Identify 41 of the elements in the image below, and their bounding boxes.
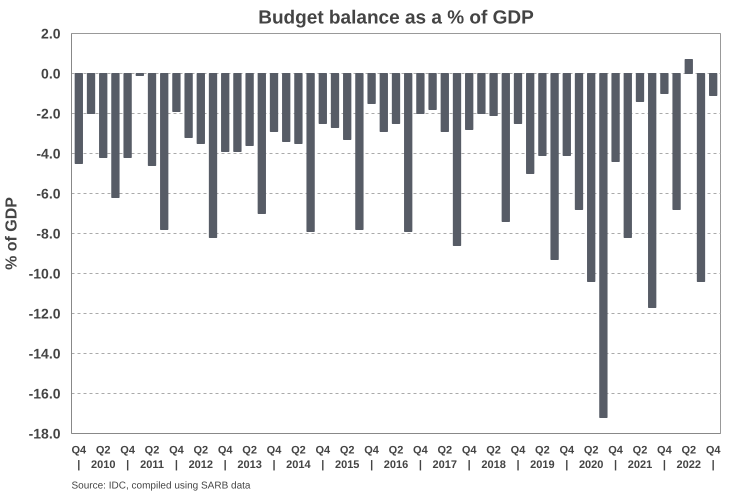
y-tick-label: -2.0 <box>36 106 61 122</box>
x-tick-label: Q4 | <box>706 444 722 471</box>
x-tick-label: Q2 2019 <box>530 444 555 471</box>
x-tick-label: Q4 | <box>266 444 282 471</box>
y-tick-label: 0.0 <box>41 66 61 82</box>
x-tick-label: Q4 | <box>510 444 526 471</box>
x-tick-label: Q2 2017 <box>432 444 458 471</box>
x-tick-label: Q4 | <box>71 444 88 471</box>
x-tick-label: Q2 2021 <box>628 444 652 471</box>
y-tick-label: -16.0 <box>28 386 61 402</box>
x-tick-label: Q2 2014 <box>286 444 312 471</box>
x-tick-label: Q2 2012 <box>188 444 214 471</box>
y-tick-label: -14.0 <box>28 346 61 362</box>
x-tick-label: Q4 | <box>608 444 624 471</box>
chart-title: Budget balance as a % of GDP <box>258 8 534 28</box>
x-tick-label: Q4 | <box>120 444 136 471</box>
x-tick-label: Q4 | <box>364 444 380 471</box>
x-tick-label: Q2 2013 <box>237 444 262 471</box>
y-tick-label: -10.0 <box>28 266 61 282</box>
y-axis-title: % of GDP <box>4 196 21 270</box>
y-tick-label: -4.0 <box>36 146 61 162</box>
x-tick-label: Q2 2018 <box>481 444 506 471</box>
x-tick-label: Q2 2010 <box>90 444 116 471</box>
x-tick-label: Q2 2022 <box>676 444 702 471</box>
x-tick-label: Q4 | <box>218 444 234 471</box>
x-tick-label: Q4 | <box>169 444 185 471</box>
y-tick-label: -8.0 <box>36 226 61 242</box>
x-tick-label: Q4 | <box>413 444 429 471</box>
x-tick-label: Q2 2020 <box>578 444 604 471</box>
source-note: Source: IDC, compiled using SARB data <box>72 480 251 492</box>
x-tick-label: Q2 2015 <box>334 444 360 471</box>
x-tick-label: Q2 2011 <box>140 444 164 471</box>
y-tick-label: -12.0 <box>28 306 61 322</box>
y-tick-label: -18.0 <box>28 426 61 442</box>
x-tick-label: Q4 | <box>559 444 576 471</box>
x-tick-label: Q2 2016 <box>384 444 408 471</box>
x-tick-label: Q4 | <box>657 444 673 471</box>
y-tick-label: -6.0 <box>36 186 61 202</box>
x-tick-label: Q4 | <box>462 444 478 471</box>
y-tick-label: 2.0 <box>41 26 61 42</box>
x-tick-label: Q4 | <box>315 444 332 471</box>
